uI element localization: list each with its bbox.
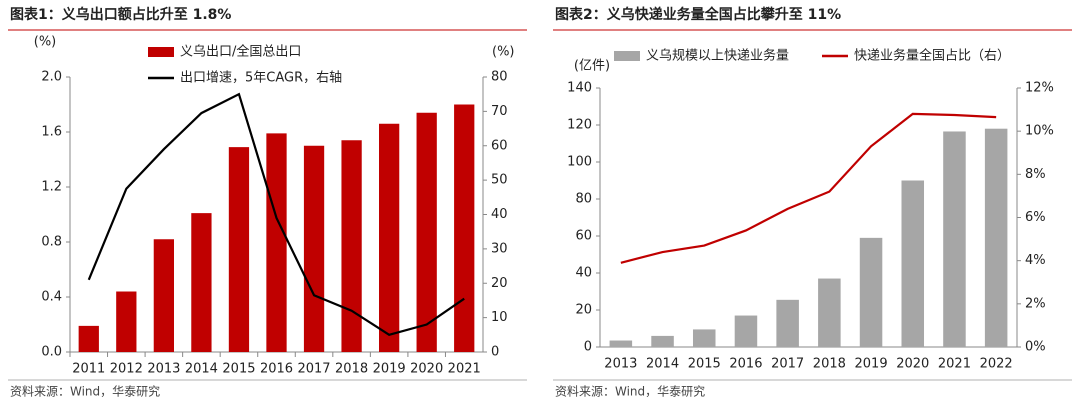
y-tick-label: 100 [567, 155, 592, 170]
y-axis-label: (%) [34, 35, 57, 50]
bar [734, 315, 758, 347]
x-tick-label: 2014 [646, 357, 679, 372]
x-tick-label: 2013 [147, 362, 180, 377]
y2-tick-label: 2% [1025, 296, 1046, 311]
bar [943, 131, 966, 347]
x-tick-label: 2019 [855, 357, 888, 372]
bar [78, 325, 99, 352]
bar [984, 128, 1008, 347]
source-note: 资料来源：Wind，华泰研究 [10, 384, 160, 399]
bar [191, 213, 212, 352]
bar [859, 237, 883, 347]
line-series [87, 92, 465, 337]
y2-tick-label: 6% [1025, 210, 1046, 225]
source-note: 资料来源：Wind，华泰研究 [555, 384, 705, 399]
bar [228, 147, 250, 352]
bar [116, 291, 137, 352]
bar [818, 278, 841, 347]
y2-tick-label: 40 [491, 207, 508, 222]
x-tick-label: 2016 [729, 357, 762, 372]
bar [266, 133, 287, 352]
legend-label: 义乌出口/全国总出口 [180, 44, 301, 60]
y-tick-label: 60 [575, 229, 592, 244]
x-tick-label: 2018 [813, 357, 846, 372]
y2-tick-label: 70 [491, 104, 508, 119]
y2-tick-label: 50 [491, 173, 508, 188]
y-tick-label: 120 [567, 118, 592, 133]
y-tick-label: 140 [567, 81, 592, 96]
y-tick-label: 2.0 [41, 70, 62, 85]
x-tick-label: 2011 [72, 362, 105, 377]
legend-swatch [148, 47, 174, 57]
y2-tick-label: 30 [491, 241, 508, 256]
y2-tick-label: 80 [491, 70, 508, 85]
y2-tick-label: 4% [1025, 253, 1046, 268]
x-tick-label: 2016 [260, 362, 293, 377]
y-tick-label: 0.0 [41, 345, 62, 360]
y-tick-label: 1.2 [41, 180, 62, 195]
legend-label: 出口增速，5年CAGR，右轴 [180, 71, 342, 86]
y-tick-label: 20 [575, 303, 592, 318]
bar [303, 145, 325, 352]
legend-label: 快递业务量全国占比（右） [854, 48, 1010, 64]
chart-title: 图表1：义乌出口额占比升至 1.8% [10, 6, 231, 23]
bar [153, 239, 175, 352]
y-tick-label: 80 [575, 192, 592, 207]
legend-swatch [614, 51, 640, 61]
x-tick-label: 2012 [110, 362, 143, 377]
y2-tick-label: 0 [491, 345, 499, 360]
bar [416, 112, 437, 352]
bar [609, 340, 633, 347]
y-tick-label: 0.8 [41, 235, 62, 250]
x-tick-label: 2020 [410, 362, 443, 377]
y-tick-label: 0 [584, 340, 592, 355]
bar [454, 104, 475, 352]
y2-tick-label: 20 [491, 276, 508, 291]
x-tick-label: 2017 [297, 362, 330, 377]
x-tick-label: 2020 [896, 357, 929, 372]
x-tick-label: 2013 [604, 357, 637, 372]
bar [692, 329, 716, 347]
x-tick-label: 2021 [938, 357, 971, 372]
y-tick-label: 0.4 [41, 290, 62, 305]
bar [341, 140, 362, 352]
y2-tick-label: 12% [1025, 81, 1054, 96]
x-tick-label: 2015 [688, 357, 721, 372]
legend-label: 义乌规模以上快递业务量 [646, 48, 789, 64]
y2-tick-label: 60 [491, 138, 508, 153]
y2-tick-label: 8% [1025, 167, 1046, 182]
y2-tick-label: 10 [491, 310, 508, 325]
y-tick-label: 40 [575, 266, 592, 281]
line-series [620, 112, 997, 264]
y-axis-label: (亿件) [574, 59, 610, 74]
chart-title: 图表2：义乌快递业务量全国占比攀升至 11% [555, 6, 841, 23]
x-tick-label: 2014 [185, 362, 218, 377]
bar [901, 180, 925, 347]
x-tick-label: 2019 [373, 362, 406, 377]
bar [651, 335, 674, 347]
x-tick-label: 2018 [335, 362, 368, 377]
x-tick-label: 2021 [448, 362, 481, 377]
x-tick-label: 2022 [980, 357, 1013, 372]
y2-tick-label: 10% [1025, 124, 1054, 139]
y2-axis-label: (%) [492, 45, 515, 60]
bar [378, 123, 400, 352]
y-tick-label: 1.6 [41, 125, 62, 140]
x-tick-label: 2017 [771, 357, 804, 372]
bar [776, 299, 799, 347]
x-tick-label: 2015 [222, 362, 255, 377]
y2-tick-label: 0% [1025, 340, 1046, 355]
